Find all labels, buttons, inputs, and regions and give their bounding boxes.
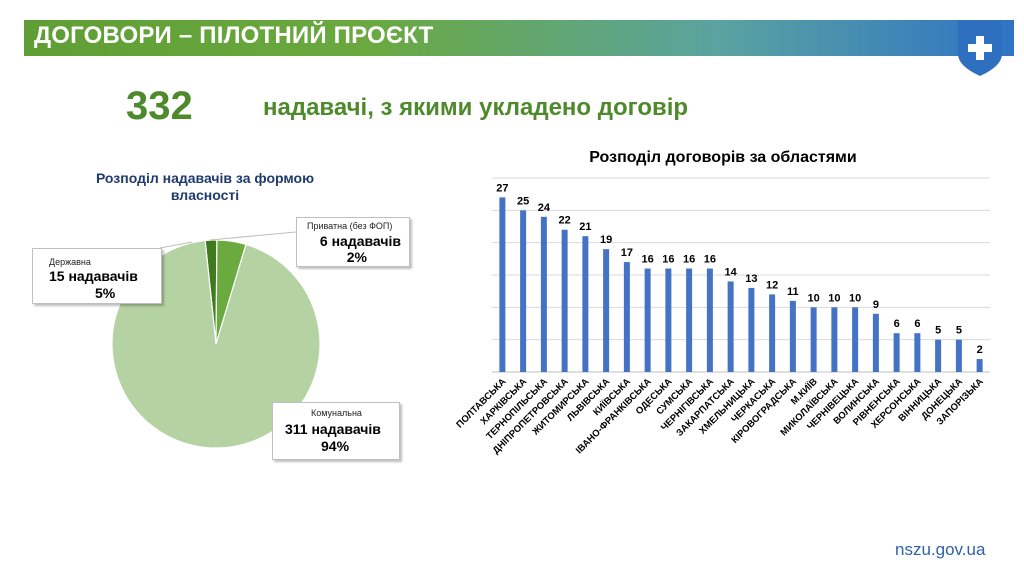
bar-вінницька xyxy=(935,339,942,372)
bar-value-label: 11 xyxy=(787,286,799,298)
callout-state: Державна 15 надавачів 5% xyxy=(32,248,162,304)
bar-закарпатська xyxy=(727,281,734,372)
page-title: ДОГОВОРИ – ПІЛОТНИЙ ПРОЄКТ xyxy=(34,22,434,49)
bar-value-label: 16 xyxy=(662,254,674,266)
bar-полтавська xyxy=(499,197,506,372)
footer-site: nszu.gov.ua xyxy=(895,540,986,559)
region-bar-chart: Розподіл договорів за областями27ПОЛТАВС… xyxy=(454,149,990,456)
bar-value-label: 6 xyxy=(914,318,920,330)
bar-харківська xyxy=(520,210,527,372)
callout-private: Приватна (без ФОП) 6 надавачів 2% xyxy=(296,217,410,267)
bar-рівненська xyxy=(893,333,900,372)
bar-тернопільська xyxy=(540,216,547,372)
bar-дніпропетровська xyxy=(561,229,568,372)
bar-чернівецька xyxy=(852,307,859,372)
pie-chart-title: Розподіл надавачів за формою власності xyxy=(95,170,315,203)
bar-value-label: 16 xyxy=(704,254,716,266)
nszu-logo-icon xyxy=(958,20,1002,76)
bar-хмельницька xyxy=(748,287,755,372)
bar-value-label: 16 xyxy=(683,254,695,266)
bar-одеська xyxy=(665,268,672,372)
bar-value-label: 5 xyxy=(956,325,962,337)
bar-value-label: 10 xyxy=(808,292,820,304)
bar-chart-title: Розподіл договорів за областями xyxy=(589,149,856,166)
pie-leader-line xyxy=(209,231,297,241)
callout-communal-count: 311 надавачів xyxy=(285,421,381,437)
title-bar xyxy=(24,20,1014,56)
callout-communal-percent: 94% xyxy=(321,438,350,454)
callout-state-category: Державна xyxy=(49,257,91,267)
bar-value-label: 27 xyxy=(496,182,508,194)
bar-сумська xyxy=(686,268,693,372)
bar-черкаська xyxy=(769,294,776,372)
bar-волинська xyxy=(872,313,879,372)
bar-value-label: 16 xyxy=(642,254,654,266)
bar-чернігівська xyxy=(706,268,713,372)
bar-value-label: 17 xyxy=(621,247,633,259)
pie-leader-line xyxy=(159,241,193,249)
callout-communal-category: Комунальна xyxy=(311,408,362,418)
bar-херсонська xyxy=(914,333,921,372)
bar-value-label: 25 xyxy=(517,195,529,207)
callout-private-category: Приватна (без ФОП) xyxy=(307,221,393,231)
bar-value-label: 12 xyxy=(766,279,778,291)
bar-львівська xyxy=(603,249,610,372)
provider-total: 332 xyxy=(126,84,193,128)
bar-кіровоградська xyxy=(789,300,796,372)
bar-value-label: 21 xyxy=(579,221,591,233)
callout-private-percent: 2% xyxy=(346,249,367,265)
bar-житомирська xyxy=(582,236,589,372)
headline-text: надавачі, з якими укладено договір xyxy=(263,94,689,121)
bar-value-label: 24 xyxy=(538,202,551,214)
bar-івано-франківська xyxy=(644,268,651,372)
callout-state-percent: 5% xyxy=(95,285,116,301)
bar-value-label: 6 xyxy=(894,318,900,330)
bar-м.київ xyxy=(810,307,817,372)
bar-київська xyxy=(623,262,630,372)
bar-value-label: 10 xyxy=(849,292,861,304)
bar-value-label: 22 xyxy=(559,215,571,227)
bar-value-label: 10 xyxy=(828,292,840,304)
callout-private-count: 6 надавачів xyxy=(319,233,401,249)
bar-value-label: 2 xyxy=(977,344,983,356)
bar-value-label: 13 xyxy=(745,273,757,285)
bar-запорізька xyxy=(976,359,983,372)
bar-миколаївська xyxy=(831,307,838,372)
bar-value-label: 9 xyxy=(873,299,879,311)
bar-value-label: 5 xyxy=(935,325,941,337)
bar-value-label: 19 xyxy=(600,234,612,246)
bar-донецька xyxy=(955,339,962,372)
callout-communal: Комунальна 311 надавачів 94% xyxy=(272,402,400,460)
bar-value-label: 14 xyxy=(725,266,738,278)
callout-state-count: 15 надавачів xyxy=(49,268,138,284)
